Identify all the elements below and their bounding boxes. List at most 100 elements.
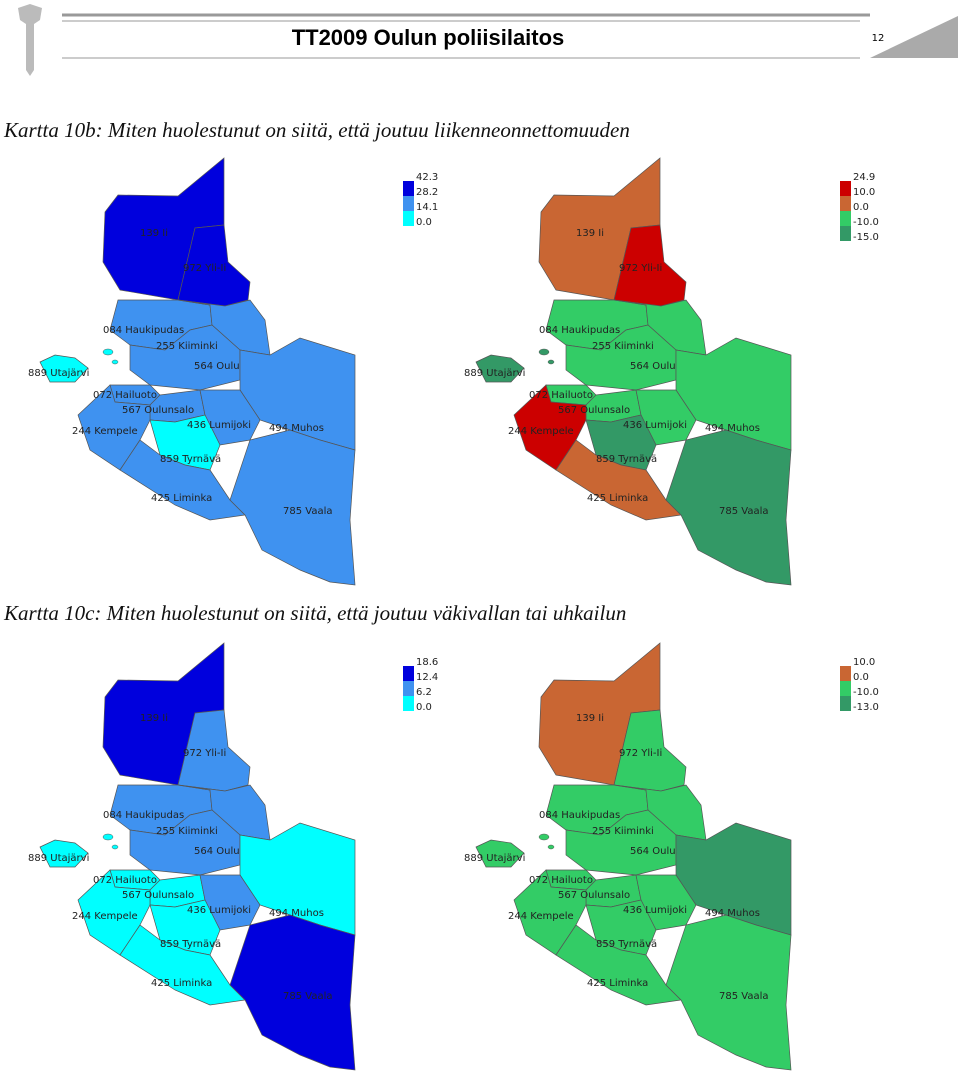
region-label: 564 Oulu [630, 361, 676, 372]
region [475, 354, 525, 383]
region [665, 914, 792, 1071]
region-label: 139 Ii [576, 228, 604, 239]
region-label: 139 Ii [140, 713, 168, 724]
legend-label: 0.0 [416, 217, 432, 228]
legend-swatch [403, 181, 414, 196]
island [538, 348, 550, 356]
legend-label: -15.0 [853, 232, 879, 243]
region-label: 889 Utajärvi [464, 368, 525, 379]
region-label: 889 Utajärvi [28, 853, 89, 864]
map: 139 Ii 972 Yli-Ii 084 Haukipudas 255 Kiimin… [28, 642, 356, 1071]
legend-swatch [840, 211, 851, 226]
region-label: 972 Yli-Ii [619, 263, 662, 274]
region-label: 436 Lumijoki [187, 420, 251, 431]
legend-label: 14.1 [416, 202, 438, 213]
legend-label: 6.2 [416, 687, 432, 698]
region-label: 567 Oulunsalo [558, 890, 630, 901]
region-label: 072 Hailuoto [529, 390, 593, 401]
region [119, 439, 246, 521]
legend-swatch [403, 666, 414, 681]
legend-label: 0.0 [853, 672, 869, 683]
region-label: 859 Tyrnävä [596, 454, 657, 465]
region-label: 494 Muhos [705, 908, 760, 919]
island [547, 359, 555, 365]
legend-swatch [403, 211, 414, 226]
logo [18, 4, 42, 76]
legend-swatch [840, 181, 851, 196]
region-label: 564 Oulu [194, 846, 240, 857]
corner-decoration [870, 16, 958, 58]
region-label: 084 Haukipudas [103, 810, 184, 821]
region-label: 072 Hailuoto [93, 390, 157, 401]
region-label: 436 Lumijoki [187, 905, 251, 916]
legend-label: -13.0 [853, 702, 879, 713]
legend-swatch [840, 681, 851, 696]
legend-swatch [403, 681, 414, 696]
region-label: 425 Liminka [587, 493, 648, 504]
region-label: 072 Hailuoto [529, 875, 593, 886]
region-label: 972 Yli-Ii [619, 748, 662, 759]
map: 139 Ii 972 Yli-Ii 084 Haukipudas 255 Kiimin… [28, 157, 356, 586]
region-label: 255 Kiiminki [156, 341, 218, 352]
region-label: 564 Oulu [630, 846, 676, 857]
region-label: 889 Utajärvi [464, 853, 525, 864]
legend-swatch [403, 196, 414, 211]
region-label: 564 Oulu [194, 361, 240, 372]
region [475, 839, 525, 868]
region-label: 255 Kiiminki [592, 826, 654, 837]
region-label: 785 Vaala [283, 991, 333, 1002]
island [111, 359, 119, 365]
legend-label: 12.4 [416, 672, 438, 683]
region-label: 859 Tyrnävä [596, 939, 657, 950]
region-label: 494 Muhos [269, 908, 324, 919]
region-label: 425 Liminka [151, 978, 212, 989]
island [538, 833, 550, 841]
region-label: 255 Kiiminki [156, 826, 218, 837]
region [665, 429, 792, 586]
legend-label: -10.0 [853, 217, 879, 228]
island [102, 833, 114, 841]
legend-label: 28.2 [416, 187, 438, 198]
region-label: 139 Ii [576, 713, 604, 724]
region-label: 084 Haukipudas [103, 325, 184, 336]
region [119, 924, 246, 1006]
legend-label: 18.6 [416, 657, 438, 668]
region-label: 785 Vaala [283, 506, 333, 517]
header-title: TT2009 Oulun poliisilaitos [292, 25, 565, 50]
header-lines [62, 13, 870, 59]
region-label: 972 Yli-Ii [183, 263, 226, 274]
map: 139 Ii 972 Yli-Ii 084 Haukipudas 255 Kiimin… [464, 642, 792, 1071]
region [229, 429, 356, 586]
section-title: Kartta 10b: Miten huolestunut on siitä, … [3, 118, 630, 142]
island [547, 844, 555, 850]
region-label: 436 Lumijoki [623, 905, 687, 916]
region-label: 859 Tyrnävä [160, 454, 221, 465]
legend-label: 10.0 [853, 657, 875, 668]
legend-swatch [840, 196, 851, 211]
region-label: 425 Liminka [151, 493, 212, 504]
region-label: 785 Vaala [719, 991, 769, 1002]
region-label: 244 Kempele [72, 911, 138, 922]
region-label: 494 Muhos [269, 423, 324, 434]
region-label: 889 Utajärvi [28, 368, 89, 379]
region-label: 084 Haukipudas [539, 810, 620, 821]
region [39, 839, 89, 868]
island [102, 348, 114, 356]
region-label: 436 Lumijoki [623, 420, 687, 431]
region-label: 244 Kempele [508, 911, 574, 922]
legend-label: -10.0 [853, 687, 879, 698]
region-label: 785 Vaala [719, 506, 769, 517]
region-label: 255 Kiiminki [592, 341, 654, 352]
legend-label: 0.0 [416, 702, 432, 713]
region [229, 914, 356, 1071]
region-label: 972 Yli-Ii [183, 748, 226, 759]
section-title: Kartta 10c: Miten huolestunut on siitä, … [3, 601, 626, 625]
region [555, 439, 682, 521]
legend-label: 42.3 [416, 172, 438, 183]
legend-swatch [840, 696, 851, 711]
region-label: 244 Kempele [72, 426, 138, 437]
region [39, 354, 89, 383]
region-label: 425 Liminka [587, 978, 648, 989]
